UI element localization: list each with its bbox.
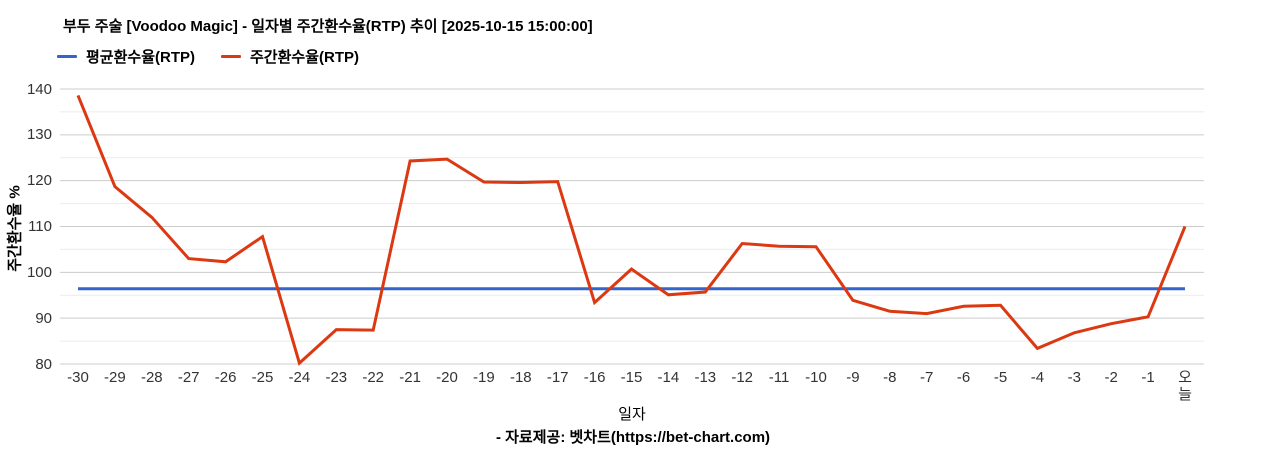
chart-title: 부두 주술 [Voodoo Magic] - 일자별 주간환수율(RTP) 추이… <box>63 18 593 35</box>
x-tick-label: -25 <box>251 369 274 386</box>
x-tick-label: -26 <box>214 369 237 386</box>
x-tick-label: -6 <box>956 369 971 386</box>
x-tick-label: -8 <box>883 369 897 386</box>
x-tick-label: -23 <box>325 369 348 386</box>
x-tick-label: -15 <box>620 369 643 386</box>
x-tick-label: -13 <box>694 369 717 386</box>
x-tick-label: -3 <box>1067 369 1081 386</box>
series-layer <box>76 94 1187 366</box>
average-line-swatch <box>57 55 77 58</box>
x-tick-label: -14 <box>657 369 680 386</box>
x-tick-label: -12 <box>731 369 754 386</box>
x-tick-label: -9 <box>846 369 860 386</box>
x-tick-label: -7 <box>920 369 934 386</box>
x-tick-label: -4 <box>1030 369 1045 386</box>
legend: 평균환수율(RTP) 주간환수율(RTP) <box>57 46 359 67</box>
legend-label-weekly: 주간환수율(RTP) <box>250 49 359 66</box>
x-tick-label: -11 <box>768 369 790 386</box>
y-tick-label: 130 <box>26 126 52 144</box>
x-tick-label: -19 <box>473 369 495 386</box>
x-tick-label: -30 <box>67 369 89 386</box>
x-tick-label: -24 <box>288 369 311 386</box>
x-tick-label: -20 <box>436 369 458 386</box>
series-weekly-line <box>76 94 1187 366</box>
x-tick-label: -10 <box>805 369 827 386</box>
x-tick-label: -2 <box>1104 369 1118 386</box>
y-tick-label: 120 <box>26 172 52 190</box>
x-tick-label: -17 <box>546 369 569 386</box>
x-tick-label: -21 <box>399 369 421 386</box>
y-tick-label: 90 <box>35 309 52 327</box>
footer-credit: - 자료제공: 벳차트(https://bet-chart.com) <box>495 429 771 446</box>
weekly-line-swatch <box>221 55 241 58</box>
y-tick-label: 110 <box>28 218 52 235</box>
x-tick-label: -29 <box>104 369 126 386</box>
x-tick-label: -27 <box>177 369 200 386</box>
legend-item-average: 평균환수율(RTP) <box>57 46 195 67</box>
gridlines <box>60 88 1204 365</box>
x-tick-label: -22 <box>362 369 385 386</box>
y-tick-label: 80 <box>35 355 52 373</box>
x-tick-label: -5 <box>993 369 1008 386</box>
legend-item-weekly: 주간환수율(RTP) <box>221 46 359 67</box>
y-tick-label: 100 <box>26 263 52 281</box>
x-tick-label: -1 <box>1141 369 1155 386</box>
x-axis-title: 일자 <box>618 406 646 423</box>
legend-label-average: 평균환수율(RTP) <box>86 49 195 66</box>
x-tick-label: -28 <box>140 369 163 386</box>
x-tick-label: -16 <box>583 369 606 386</box>
x-tick-label: 오 늘 <box>1178 369 1192 403</box>
y-tick-label: 140 <box>26 80 52 98</box>
x-tick-label: -18 <box>509 369 532 386</box>
